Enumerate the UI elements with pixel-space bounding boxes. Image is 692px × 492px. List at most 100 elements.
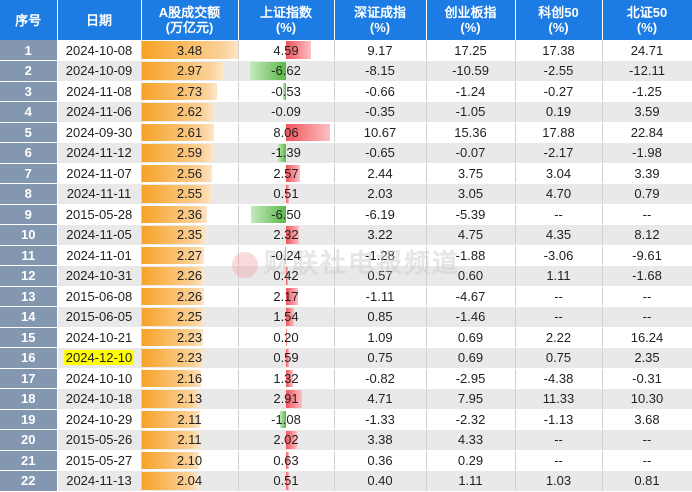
cell-date: 2024-10-18	[57, 389, 141, 410]
cell-date-value: 2024-11-01	[66, 248, 132, 263]
cell-index-value: 3	[25, 84, 32, 99]
cell-date-value: 2024-11-13	[66, 473, 132, 488]
cell-bse50-value: --	[643, 309, 652, 324]
cell-bse50: 16.24	[602, 327, 692, 348]
cell-shanghai-value: 2.91	[273, 391, 298, 406]
cell-shanghai: 0.51	[238, 184, 334, 205]
header-shenzhen-unit: (%)	[335, 20, 426, 35]
cell-volume-value: 2.61	[177, 125, 202, 140]
cell-date-value: 2024-11-06	[66, 104, 132, 119]
cell-date: 2015-05-27	[57, 450, 141, 471]
cell-date: 2024-11-13	[57, 471, 141, 492]
cell-bse50-value: 0.81	[634, 473, 659, 488]
cell-shenzhen: 9.17	[334, 40, 426, 61]
cell-index-value: 1	[25, 43, 32, 58]
cell-chinext-value: -4.67	[456, 289, 486, 304]
cell-star50: --	[515, 430, 602, 451]
cell-shanghai-value: -6.62	[271, 63, 301, 78]
cell-chinext-value: 7.95	[458, 391, 483, 406]
cell-volume-value: 2.11	[177, 432, 201, 447]
cell-shenzhen-value: -0.35	[365, 104, 395, 119]
cell-date-value: 2024-10-29	[66, 412, 133, 427]
cell-star50: 1.11	[515, 266, 602, 287]
header-volume: A股成交额 (万亿元)	[141, 0, 238, 40]
cell-chinext: -5.39	[426, 204, 515, 225]
cell-date-value: 2024-11-12	[66, 145, 132, 160]
cell-shanghai: 0.20	[238, 327, 334, 348]
cell-shanghai-value: -1.08	[271, 412, 301, 427]
cell-bse50-value: 24.71	[631, 43, 664, 58]
cell-shenzhen: 10.67	[334, 122, 426, 143]
cell-shenzhen: 1.09	[334, 327, 426, 348]
cell-bse50-value: -1.25	[632, 84, 662, 99]
cell-shanghai: -1.08	[238, 409, 334, 430]
cell-star50-value: -1.13	[544, 412, 574, 427]
cell-shanghai: 2.57	[238, 163, 334, 184]
header-star50-unit: (%)	[516, 20, 602, 35]
cell-index-value: 8	[25, 186, 32, 201]
cell-chinext-value: 3.75	[458, 166, 483, 181]
cell-shanghai: 1.32	[238, 368, 334, 389]
cell-shenzhen-value: 0.40	[367, 473, 392, 488]
cell-chinext: -1.46	[426, 307, 515, 328]
cell-star50: 0.75	[515, 348, 602, 369]
cell-star50-value: 0.19	[546, 104, 571, 119]
cell-shanghai-value: -6.50	[271, 207, 301, 222]
cell-index-value: 9	[25, 207, 32, 222]
cell-volume: 2.11	[141, 409, 238, 430]
cell-shenzhen-value: 3.38	[367, 432, 392, 447]
cell-star50-value: -2.17	[544, 145, 574, 160]
cell-date: 2015-05-26	[57, 430, 141, 451]
cell-chinext: 7.95	[426, 389, 515, 410]
cell-index-value: 10	[21, 227, 35, 242]
cell-shenzhen: -6.19	[334, 204, 426, 225]
cell-volume: 2.13	[141, 389, 238, 410]
cell-star50: 17.38	[515, 40, 602, 61]
cell-date: 2024-11-08	[57, 81, 141, 102]
cell-index-value: 21	[21, 453, 35, 468]
cell-shenzhen: -0.66	[334, 81, 426, 102]
cell-shanghai: 0.51	[238, 471, 334, 492]
cell-star50: 4.35	[515, 225, 602, 246]
cell-volume-value: 2.35	[177, 227, 202, 242]
cell-shanghai-value: 8.06	[273, 125, 298, 140]
cell-index-value: 4	[25, 104, 32, 119]
cell-volume-value: 2.16	[177, 371, 202, 386]
cell-shanghai-value: 0.20	[273, 330, 298, 345]
cell-date-value: 2024-10-21	[66, 330, 133, 345]
cell-date: 2024-11-11	[57, 184, 141, 205]
cell-index-value: 12	[21, 268, 35, 283]
cell-volume: 2.62	[141, 102, 238, 123]
cell-chinext-value: -0.07	[456, 145, 486, 160]
cell-shenzhen-value: -0.65	[365, 145, 395, 160]
cell-star50: 1.03	[515, 471, 602, 492]
cell-shanghai: -1.39	[238, 143, 334, 164]
cell-index-value: 5	[25, 125, 32, 140]
cell-volume-value: 2.56	[177, 166, 202, 181]
cell-bse50: 10.30	[602, 389, 692, 410]
cell-chinext: 0.69	[426, 348, 515, 369]
cell-date-value: 2024-11-05	[66, 227, 132, 242]
cell-volume-value: 3.48	[177, 43, 202, 58]
cell-star50-value: 2.22	[546, 330, 571, 345]
cell-date: 2024-11-12	[57, 143, 141, 164]
cell-index: 9	[0, 204, 57, 225]
cell-date-value: 2024-11-07	[66, 166, 132, 181]
cell-date-value: 2024-12-10	[64, 350, 135, 365]
cell-star50: -2.55	[515, 61, 602, 82]
cell-index-value: 14	[21, 309, 35, 324]
cell-bse50-value: 3.59	[634, 104, 659, 119]
cell-star50: -1.13	[515, 409, 602, 430]
cell-date: 2024-10-31	[57, 266, 141, 287]
cell-shenzhen-value: -1.33	[365, 412, 395, 427]
header-chinext: 创业板指 (%)	[426, 0, 515, 40]
cell-index-value: 2	[25, 63, 32, 78]
cell-volume-value: 2.26	[177, 289, 202, 304]
cell-volume: 2.04	[141, 471, 238, 492]
cell-volume: 2.27	[141, 245, 238, 266]
cell-bse50-value: 22.84	[631, 125, 664, 140]
